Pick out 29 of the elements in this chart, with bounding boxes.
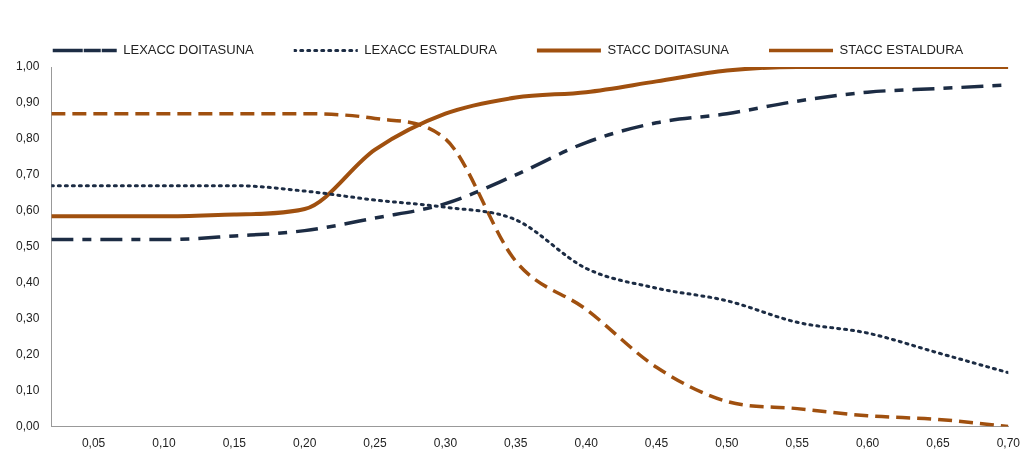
y-tick-label: 0,60 (16, 203, 40, 218)
x-tick-label: 0,50 (715, 436, 739, 451)
y-tick-label: 0,10 (16, 382, 40, 397)
x-tick-label: 0,25 (363, 436, 388, 451)
x-tick-label: 0,20 (292, 436, 317, 451)
x-tick-label: 0,45 (644, 436, 669, 451)
y-tick-label: 0,00 (16, 418, 40, 433)
legend-label: LEXACC DOITASUNA (123, 42, 255, 58)
x-tick-label: 0,55 (785, 436, 810, 451)
y-tick-label: 0,80 (16, 131, 40, 146)
y-tick-label: 0,40 (16, 275, 40, 290)
x-tick-label: 0,10 (152, 436, 176, 451)
y-tick-label: 1,00 (16, 59, 40, 74)
x-tick-label: 0,15 (222, 436, 247, 451)
x-tick-label: 0,65 (926, 436, 950, 451)
y-tick-label: 0,90 (16, 95, 40, 110)
x-tick-label: 0,60 (855, 436, 880, 451)
x-tick-label: 0,30 (433, 436, 458, 451)
legend-label: LEXACC ESTALDURA (364, 42, 498, 58)
x-tick-label: 0,40 (574, 436, 599, 451)
y-tick-label: 0,20 (16, 346, 40, 361)
x-tick-label: 0,35 (504, 436, 528, 451)
legend-label: STACC ESTALDURA (839, 42, 964, 58)
y-tick-label: 0,70 (16, 167, 40, 182)
y-tick-label: 0,30 (16, 311, 40, 326)
legend-label: STACC DOITASUNA (607, 42, 730, 58)
y-tick-label: 0,50 (16, 239, 40, 254)
x-tick-label: 0,05 (81, 436, 106, 451)
x-tick-label: 0,70 (996, 436, 1021, 451)
